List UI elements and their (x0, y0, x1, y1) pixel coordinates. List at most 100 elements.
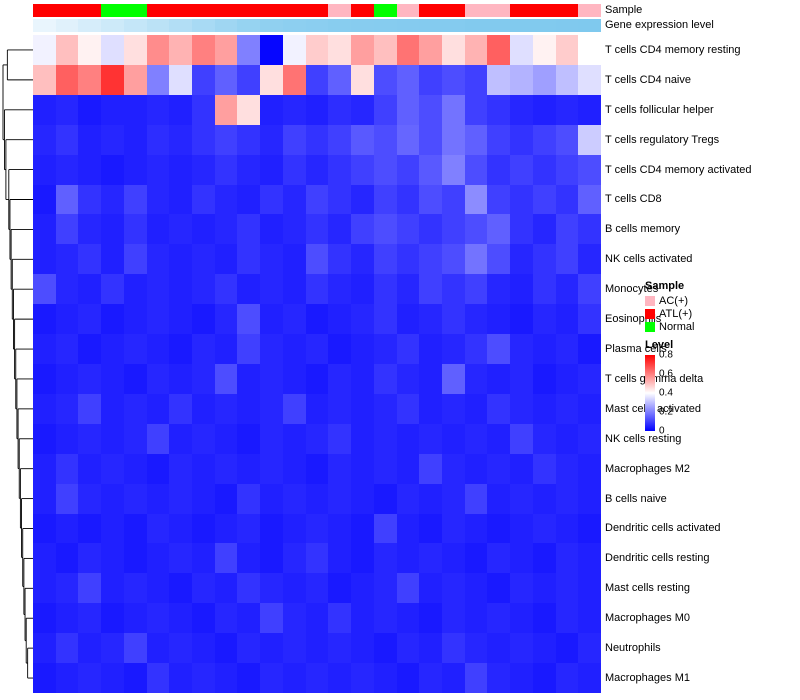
level-gradient-bar (645, 355, 655, 431)
heatmap-cell (33, 244, 56, 275)
heatmap-cell (214, 94, 238, 125)
heatmap-cell (146, 633, 170, 664)
heatmap-cell (351, 304, 374, 335)
heatmap-cell (464, 334, 488, 364)
heatmap-cell (441, 543, 465, 574)
heatmap-cell (532, 334, 556, 364)
heatmap-cell (419, 483, 442, 514)
heatmap-cell (169, 274, 193, 305)
heatmap-cell (123, 543, 147, 574)
heatmap-cell (441, 513, 465, 544)
heatmap-cell (169, 663, 193, 693)
expression-annotation-cell (464, 19, 488, 32)
expression-annotation-cell (192, 19, 215, 32)
heatmap-cell (555, 573, 579, 604)
heatmap-cell (33, 363, 56, 394)
heatmap-cell (532, 94, 556, 125)
heatmap-cell (464, 304, 488, 335)
heatmap-cell (305, 363, 329, 394)
heatmap-cell (441, 453, 465, 484)
heatmap-cell (328, 453, 352, 484)
heatmap-cell (487, 513, 511, 544)
heatmap-cell (487, 304, 511, 335)
heatmap-cell (555, 35, 579, 65)
heatmap-cell (464, 244, 488, 275)
heatmap-cell (55, 274, 79, 305)
heatmap-cell (101, 244, 124, 275)
heatmap-cell (328, 573, 352, 604)
expression-annotation-cell (101, 19, 124, 32)
expression-annotation-cell (487, 19, 511, 32)
heatmap-cell (237, 603, 261, 634)
heatmap-cell (373, 423, 397, 454)
heatmap-cell (373, 154, 397, 185)
heatmap-cell (192, 184, 215, 215)
heatmap-cell (578, 154, 601, 185)
heatmap-cell (78, 334, 102, 364)
heatmap-cell (146, 543, 170, 574)
heatmap-cell (237, 573, 261, 604)
heatmap-cell (260, 453, 283, 484)
heatmap-cell (101, 154, 124, 185)
heatmap-cell (464, 603, 488, 634)
heatmap-cell (237, 64, 261, 95)
legend-color-swatch (645, 295, 655, 306)
heatmap-cell (328, 423, 352, 454)
heatmap-cell (305, 603, 329, 634)
sample-annotation-cell (396, 4, 420, 17)
heatmap-cell (237, 633, 261, 664)
heatmap-cell (214, 154, 238, 185)
heatmap-cell (101, 633, 124, 664)
heatmap-cell (351, 124, 374, 155)
heatmap-cell (192, 304, 215, 335)
heatmap-cell (260, 573, 283, 604)
heatmap-cell (578, 244, 601, 275)
level-tick-label: 0 (659, 425, 665, 437)
heatmap-cell (464, 64, 488, 95)
heatmap-cell (464, 363, 488, 394)
heatmap-cell (146, 453, 170, 484)
expression-annotation-cell (78, 19, 102, 32)
heatmap-cell (532, 423, 556, 454)
heatmap-cell (192, 423, 215, 454)
heatmap-cell (555, 214, 579, 245)
heatmap-cell (101, 94, 124, 125)
heatmap-cell (396, 154, 420, 185)
heatmap-cell (169, 94, 193, 125)
heatmap-cell (305, 94, 329, 125)
heatmap-cell (282, 603, 306, 634)
heatmap-cell (419, 274, 442, 305)
heatmap-cell (510, 573, 533, 604)
heatmap-cell (464, 393, 488, 424)
heatmap-cell (396, 573, 420, 604)
expression-track-label: Gene expression level (605, 19, 714, 31)
heatmap-cell (351, 513, 374, 544)
heatmap-cell (305, 154, 329, 185)
heatmap-cell (282, 154, 306, 185)
heatmap-cell (123, 274, 147, 305)
heatmap-cell (237, 363, 261, 394)
heatmap-cell (532, 393, 556, 424)
heatmap-cell (123, 513, 147, 544)
heatmap-cell (237, 304, 261, 335)
heatmap-cell (55, 35, 79, 65)
heatmap-cell (192, 274, 215, 305)
heatmap-cell (123, 483, 147, 514)
row-label: T cells CD8 (605, 193, 662, 206)
heatmap-cell (419, 94, 442, 125)
heatmap-cell (169, 334, 193, 364)
heatmap-cell (351, 423, 374, 454)
heatmap-cell (578, 35, 601, 65)
heatmap-cell (33, 543, 56, 574)
heatmap-cell (305, 64, 329, 95)
heatmap-cell (555, 334, 579, 364)
heatmap-cell (396, 513, 420, 544)
heatmap-cell (555, 154, 579, 185)
heatmap-cell (260, 633, 283, 664)
heatmap-cell (78, 363, 102, 394)
heatmap-cell (396, 214, 420, 245)
heatmap-cell (555, 603, 579, 634)
heatmap-cell (487, 35, 511, 65)
heatmap-cell (55, 304, 79, 335)
heatmap-cell (192, 513, 215, 544)
